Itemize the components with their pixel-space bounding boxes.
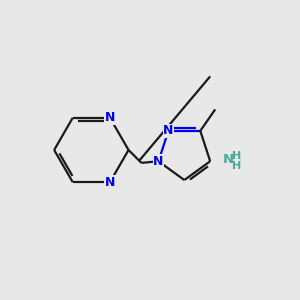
Text: N: N (222, 153, 233, 166)
Text: H: H (232, 161, 242, 171)
Text: N: N (163, 124, 173, 137)
Text: N: N (105, 176, 115, 189)
Text: H: H (232, 151, 242, 161)
Text: N: N (105, 111, 115, 124)
Text: N: N (153, 155, 164, 168)
